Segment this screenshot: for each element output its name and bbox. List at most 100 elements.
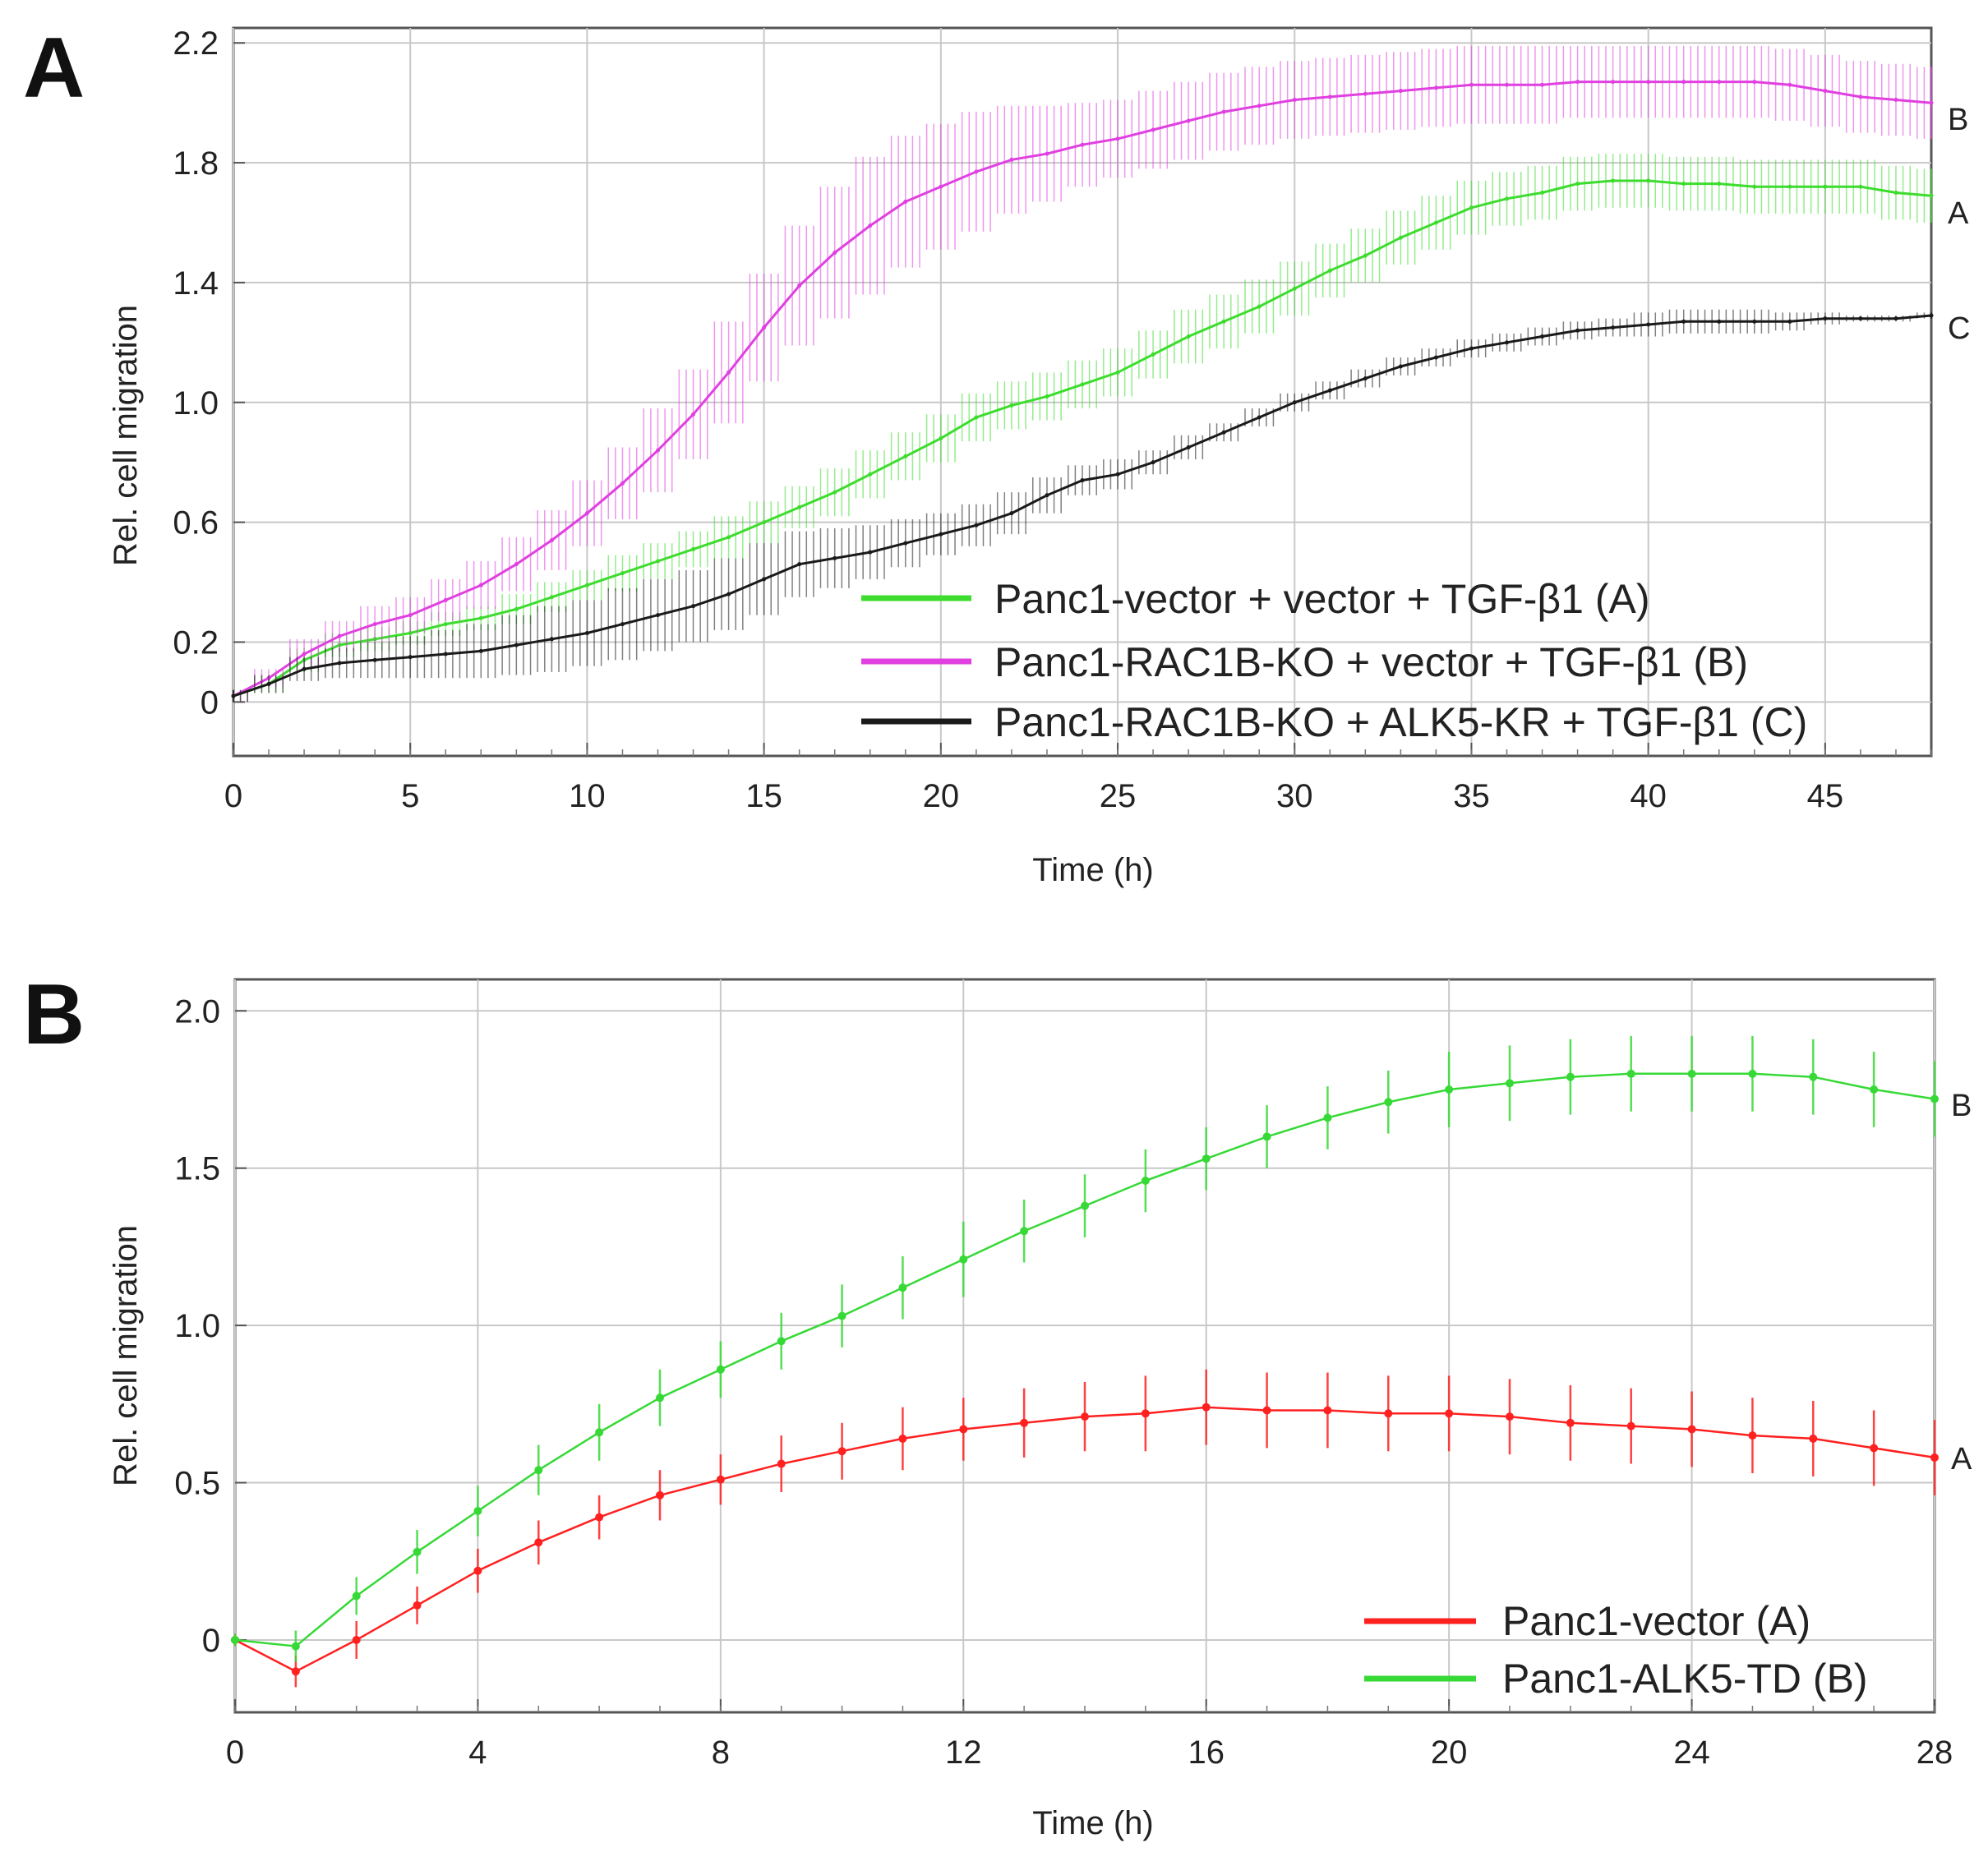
legend-label-b-series-b: Panc1-ALK5-TD (B) (1502, 1656, 1868, 1702)
data-point (1009, 511, 1014, 516)
data-point (1151, 460, 1155, 465)
data-point (762, 325, 767, 330)
data-point (1858, 184, 1863, 189)
data-point (473, 1566, 482, 1575)
legend-label-a-series-b: Panc1-RAC1B-KO + vector + TGF-β1 (B) (994, 639, 1748, 685)
data-point (1858, 94, 1863, 99)
data-point (1787, 319, 1792, 324)
series-b (231, 45, 1934, 703)
data-point (691, 546, 696, 551)
data-point (1257, 415, 1262, 420)
data-point (372, 622, 377, 627)
data-point (1009, 403, 1014, 408)
data-point (231, 693, 236, 698)
data-point (1398, 89, 1403, 94)
data-point (1823, 184, 1828, 189)
data-point (595, 1428, 604, 1437)
data-point (1752, 319, 1757, 324)
data-point (656, 613, 660, 618)
data-point (1787, 184, 1792, 189)
data-point (898, 1283, 907, 1292)
data-point (1611, 80, 1616, 85)
x-tick-label: 40 (1630, 778, 1667, 814)
data-point (1626, 1069, 1635, 1078)
series-group-a (231, 45, 1934, 703)
data-point (1506, 1412, 1514, 1421)
data-point (1575, 80, 1580, 85)
data-point (1893, 316, 1898, 321)
data-point (478, 583, 483, 587)
data-point (1575, 182, 1580, 187)
data-point (1893, 191, 1898, 196)
x-ticks-b: 0 4 8 12 16 20 24 28 (226, 1699, 1953, 1771)
x-tick-label: 20 (923, 778, 960, 814)
data-point (691, 604, 696, 609)
data-point (352, 1635, 361, 1644)
data-point (837, 1311, 846, 1320)
data-point (833, 490, 837, 495)
x-axis-title-a: Time (h) (1032, 852, 1153, 888)
data-point (1506, 1079, 1514, 1088)
data-point (1433, 355, 1438, 360)
data-point (584, 511, 589, 516)
data-point (595, 1513, 604, 1522)
data-point (1363, 253, 1368, 258)
data-point (974, 523, 979, 527)
data-point (1363, 91, 1368, 96)
data-point (1257, 304, 1262, 309)
legend-b: Panc1-vector (A) Panc1-ALK5-TD (B) (1364, 1598, 1868, 1702)
data-point (833, 250, 837, 255)
x-axis-title-b: Time (h) (1032, 1805, 1153, 1841)
legend-label-a-series-c: Panc1-RAC1B-KO + ALK5-KR + TGF-β1 (C) (994, 699, 1807, 745)
y-tick-label: 0 (202, 1623, 220, 1659)
x-tick-label: 0 (226, 1735, 244, 1771)
data-point (291, 1642, 300, 1651)
data-point (443, 597, 448, 602)
panel-letter-b: B (23, 967, 85, 1062)
data-point (1930, 1453, 1939, 1462)
data-point (1327, 268, 1332, 273)
data-point (1681, 80, 1686, 85)
data-point (337, 661, 342, 666)
series-group-b (231, 1035, 1939, 1688)
data-point (413, 1601, 422, 1610)
x-tick-label: 10 (569, 778, 606, 814)
x-tick-label: 45 (1807, 778, 1844, 814)
data-point (1870, 1085, 1879, 1094)
data-point (549, 595, 554, 600)
y-tick-label: 1.5 (174, 1151, 220, 1187)
data-point (974, 169, 979, 174)
data-point (1221, 109, 1226, 114)
data-point (903, 199, 908, 204)
data-point (959, 1255, 968, 1264)
data-point (514, 643, 519, 647)
data-point (1045, 493, 1049, 498)
data-point (1540, 191, 1545, 196)
data-point (1433, 220, 1438, 225)
data-point (291, 1667, 300, 1676)
data-point (1540, 334, 1545, 339)
data-point (726, 592, 731, 597)
x-tick-label: 12 (945, 1735, 982, 1771)
data-point (1080, 382, 1085, 387)
data-point (1327, 388, 1332, 393)
data-point (1257, 104, 1262, 108)
data-point (1752, 184, 1757, 189)
y-ticks-b: 0 0.5 1.0 1.5 2.0 (174, 993, 247, 1659)
data-point (797, 504, 802, 509)
x-tick-label: 8 (712, 1735, 730, 1771)
data-point (1262, 1132, 1271, 1141)
data-point (478, 615, 483, 620)
data-point (408, 613, 413, 618)
legend-a: Panc1-vector + vector + TGF-β1 (A) Panc1… (861, 576, 1807, 745)
data-point (898, 1434, 907, 1443)
data-point (1929, 193, 1934, 198)
chart-panel-b: B 0 0.5 1.0 1.5 2.0 0 4 8 12 16 20 24 28 Time (h) R… (23, 967, 1972, 1841)
data-point (534, 1466, 543, 1475)
data-point (473, 1506, 482, 1515)
data-point (726, 370, 731, 375)
data-point (974, 415, 979, 420)
y-tick-label: 2.0 (174, 993, 220, 1030)
data-point (797, 283, 802, 288)
data-point (1611, 178, 1616, 183)
